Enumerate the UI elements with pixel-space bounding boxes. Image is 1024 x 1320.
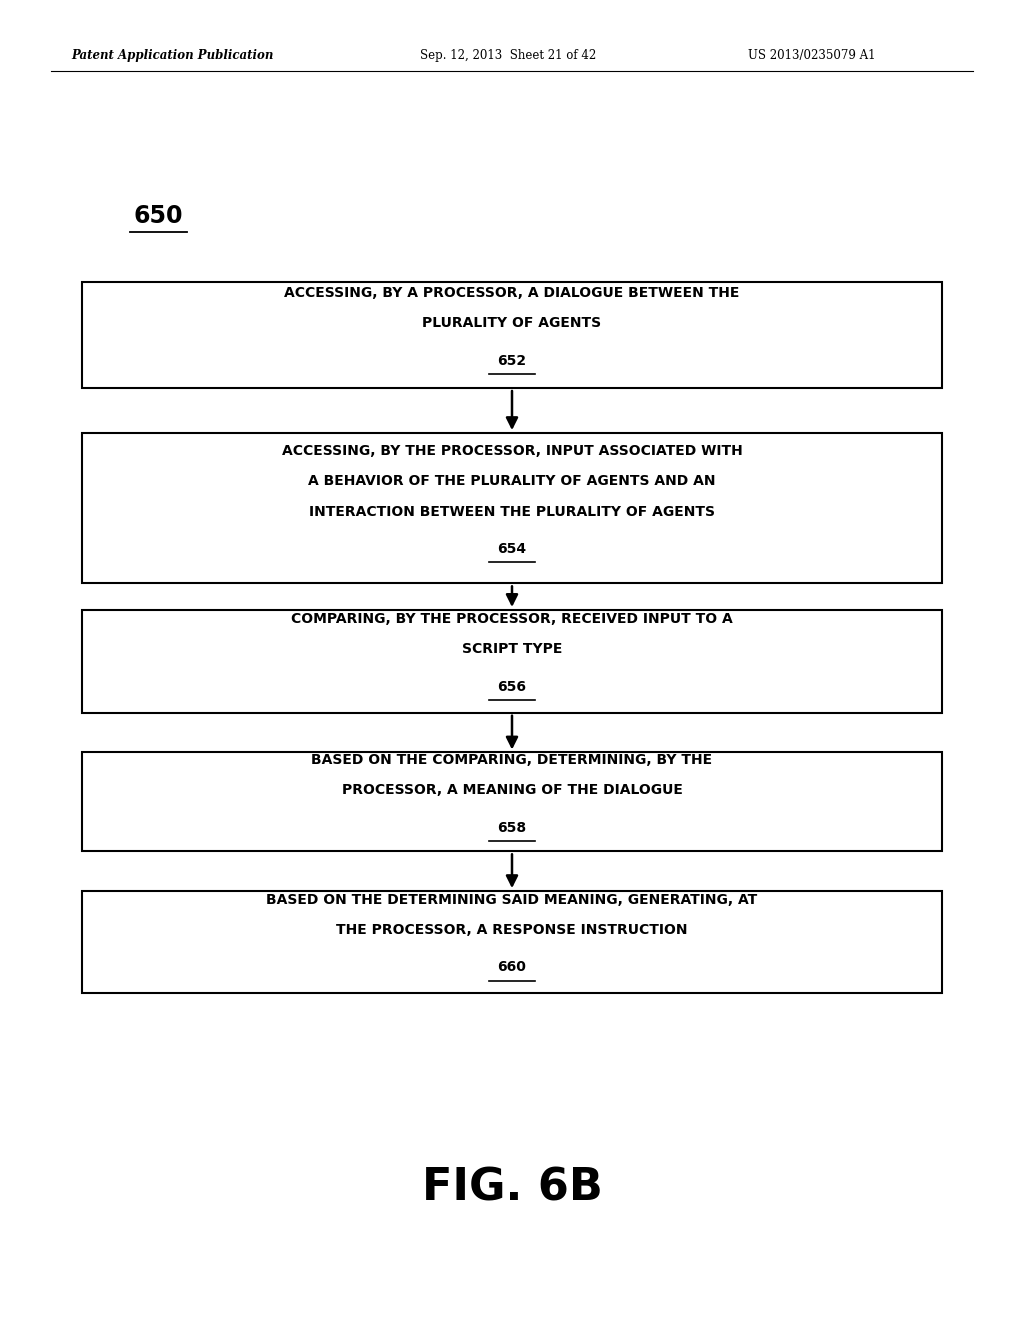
Text: PROCESSOR, A MEANING OF THE DIALOGUE: PROCESSOR, A MEANING OF THE DIALOGUE: [342, 783, 682, 797]
Text: ACCESSING, BY THE PROCESSOR, INPUT ASSOCIATED WITH: ACCESSING, BY THE PROCESSOR, INPUT ASSOC…: [282, 444, 742, 458]
Text: Patent Application Publication: Patent Application Publication: [72, 49, 274, 62]
Text: 656: 656: [498, 680, 526, 694]
Text: 650: 650: [134, 205, 183, 228]
Text: Sep. 12, 2013  Sheet 21 of 42: Sep. 12, 2013 Sheet 21 of 42: [420, 49, 596, 62]
Text: PLURALITY OF AGENTS: PLURALITY OF AGENTS: [423, 317, 601, 330]
Text: INTERACTION BETWEEN THE PLURALITY OF AGENTS: INTERACTION BETWEEN THE PLURALITY OF AGE…: [309, 504, 715, 519]
Text: COMPARING, BY THE PROCESSOR, RECEIVED INPUT TO A: COMPARING, BY THE PROCESSOR, RECEIVED IN…: [291, 612, 733, 626]
Text: US 2013/0235079 A1: US 2013/0235079 A1: [748, 49, 876, 62]
Text: 654: 654: [498, 543, 526, 556]
Text: A BEHAVIOR OF THE PLURALITY OF AGENTS AND AN: A BEHAVIOR OF THE PLURALITY OF AGENTS AN…: [308, 474, 716, 488]
Text: SCRIPT TYPE: SCRIPT TYPE: [462, 643, 562, 656]
Text: 658: 658: [498, 821, 526, 834]
Text: 652: 652: [498, 354, 526, 368]
Text: BASED ON THE COMPARING, DETERMINING, BY THE: BASED ON THE COMPARING, DETERMINING, BY …: [311, 752, 713, 767]
Text: ACCESSING, BY A PROCESSOR, A DIALOGUE BETWEEN THE: ACCESSING, BY A PROCESSOR, A DIALOGUE BE…: [285, 286, 739, 300]
Text: BASED ON THE DETERMINING SAID MEANING, GENERATING, AT: BASED ON THE DETERMINING SAID MEANING, G…: [266, 892, 758, 907]
Text: 660: 660: [498, 961, 526, 974]
Text: FIG. 6B: FIG. 6B: [422, 1167, 602, 1209]
Text: THE PROCESSOR, A RESPONSE INSTRUCTION: THE PROCESSOR, A RESPONSE INSTRUCTION: [336, 923, 688, 937]
